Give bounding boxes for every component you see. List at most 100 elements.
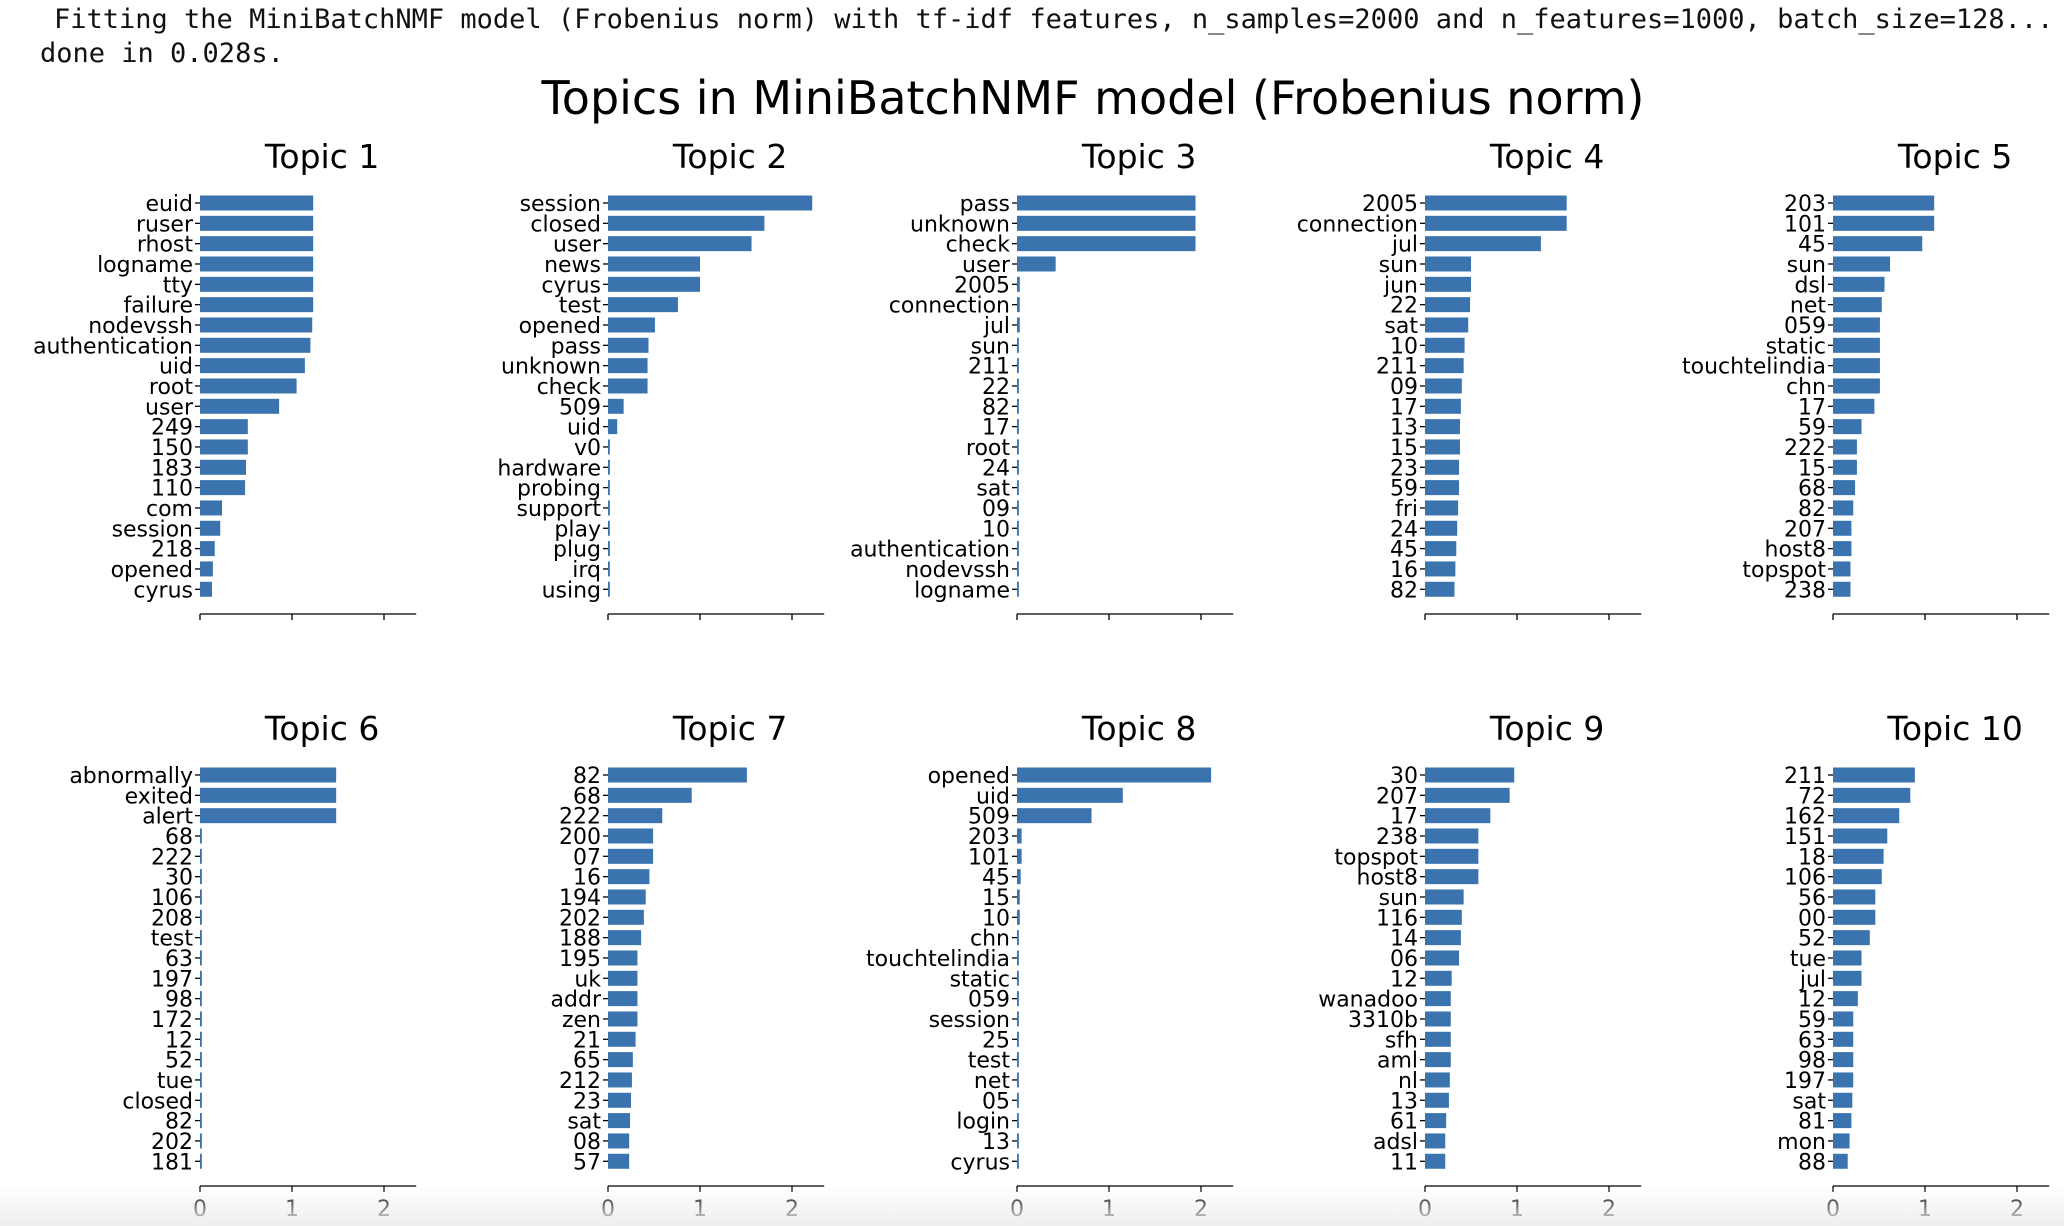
word-label: 2005 [954,273,1010,298]
word-label: 21 [573,1028,601,1053]
topic-bar [608,1153,630,1169]
word-label: 30 [165,866,193,891]
word-label: 238 [1376,825,1418,850]
topic-bar [608,1072,632,1088]
topic-bar [1833,215,1935,231]
topic-bar [1425,909,1462,925]
word-label: 2005 [1362,192,1418,217]
topic-bar [608,358,648,374]
word-label: 10 [1390,334,1418,359]
word-label: v0 [574,436,601,461]
word-label: 24 [982,456,1010,481]
topic-bar [608,787,692,803]
topic-title: Topic 4 [1489,137,1605,176]
word-label: opened [519,314,601,339]
topic-bar [200,317,313,333]
word-label: aml [1377,1049,1418,1074]
word-label: unknown [501,355,601,380]
word-label: user [553,233,602,258]
word-label: 150 [151,436,193,461]
topic-bar [1017,378,1019,394]
topic-bar [1833,439,1857,455]
topic-bar [1425,195,1567,211]
topic-bar [1425,991,1451,1007]
topic-bar [1833,1031,1854,1047]
word-label: com [146,497,193,522]
topic-panel-3: Topic 3 passunknowncheckuser2005connectio… [850,137,1234,620]
word-label: 98 [165,988,193,1013]
word-label: 30 [1390,764,1418,789]
topic-bar [1833,1052,1854,1068]
word-label: 15 [1390,436,1418,461]
topic-bar [200,950,202,966]
topic-bar [1425,256,1471,272]
word-label: pass [551,334,601,359]
word-label: irq [572,558,601,583]
topic-bar [200,869,202,885]
word-label: tue [1790,947,1826,972]
topic-panel-10: Topic 10 2117216215118106560052tuejul1259… [1777,709,2050,1222]
topic-bar [1425,828,1479,844]
word-label: 68 [573,784,601,809]
word-label: 23 [1390,456,1418,481]
topic-title: Topic 7 [672,709,788,748]
word-label: authentication [850,538,1010,563]
word-label: nl [1398,1069,1418,1094]
topic-bar [1425,215,1567,231]
topic-bar [1017,889,1020,905]
word-label: uid [567,416,601,441]
topic-bar [1425,1031,1451,1047]
topic-bar [1017,1133,1019,1149]
word-label: 59 [1798,1008,1826,1033]
topic-bar [1425,378,1462,394]
word-label: root [966,436,1010,461]
word-label: fri [1395,497,1418,522]
word-label: connection [1297,212,1418,237]
word-label: probing [517,477,601,502]
word-label: hardware [497,456,601,481]
word-label: 13 [982,1130,1010,1155]
word-label: test [968,1049,1011,1074]
word-label: euid [145,192,193,217]
topic-bar [1017,419,1019,435]
word-label: 151 [1784,825,1826,850]
topic-bar [1017,1092,1019,1108]
word-label: 222 [559,805,601,830]
topic-bar [200,1031,202,1047]
topic-bar [200,1092,202,1108]
word-label: 15 [982,886,1010,911]
word-label: jul [983,314,1010,339]
topic-bar [1833,581,1851,597]
word-label: 181 [151,1150,193,1175]
word-label: tue [157,1069,193,1094]
topic-bar [608,480,610,496]
word-label: session [929,1008,1010,1033]
topic-bar [608,970,638,986]
word-label: 45 [1798,233,1826,258]
topic-bar [200,378,297,394]
word-label: 059 [1784,314,1826,339]
word-label: test [151,927,194,952]
word-label: sat [1792,1089,1826,1114]
topic-bar [1017,1052,1019,1068]
word-label: alert [142,805,193,830]
topic-panels: Topic 1euidruserrhostlognamettyfailureno… [33,137,2050,1222]
topic-bar [1425,480,1460,496]
word-label: 222 [1784,436,1826,461]
topic-bar [1017,561,1019,577]
topic-bar [608,500,610,516]
word-label: 45 [1390,538,1418,563]
topic-bar [1833,337,1880,353]
topic-panel-5: Topic 5 20310145sundslnet059statictouchte… [1682,137,2050,620]
word-label: test [559,294,602,319]
word-label: play [554,517,601,542]
word-label: 06 [1390,947,1418,972]
topic-bar [1833,520,1852,536]
word-label: 10 [982,906,1010,931]
topic-bar [1833,1072,1854,1088]
word-label: addr [551,988,602,1013]
word-label: connection [889,294,1010,319]
topic-bar [200,520,221,536]
word-label: 63 [165,947,193,972]
topic-bar [200,419,248,435]
